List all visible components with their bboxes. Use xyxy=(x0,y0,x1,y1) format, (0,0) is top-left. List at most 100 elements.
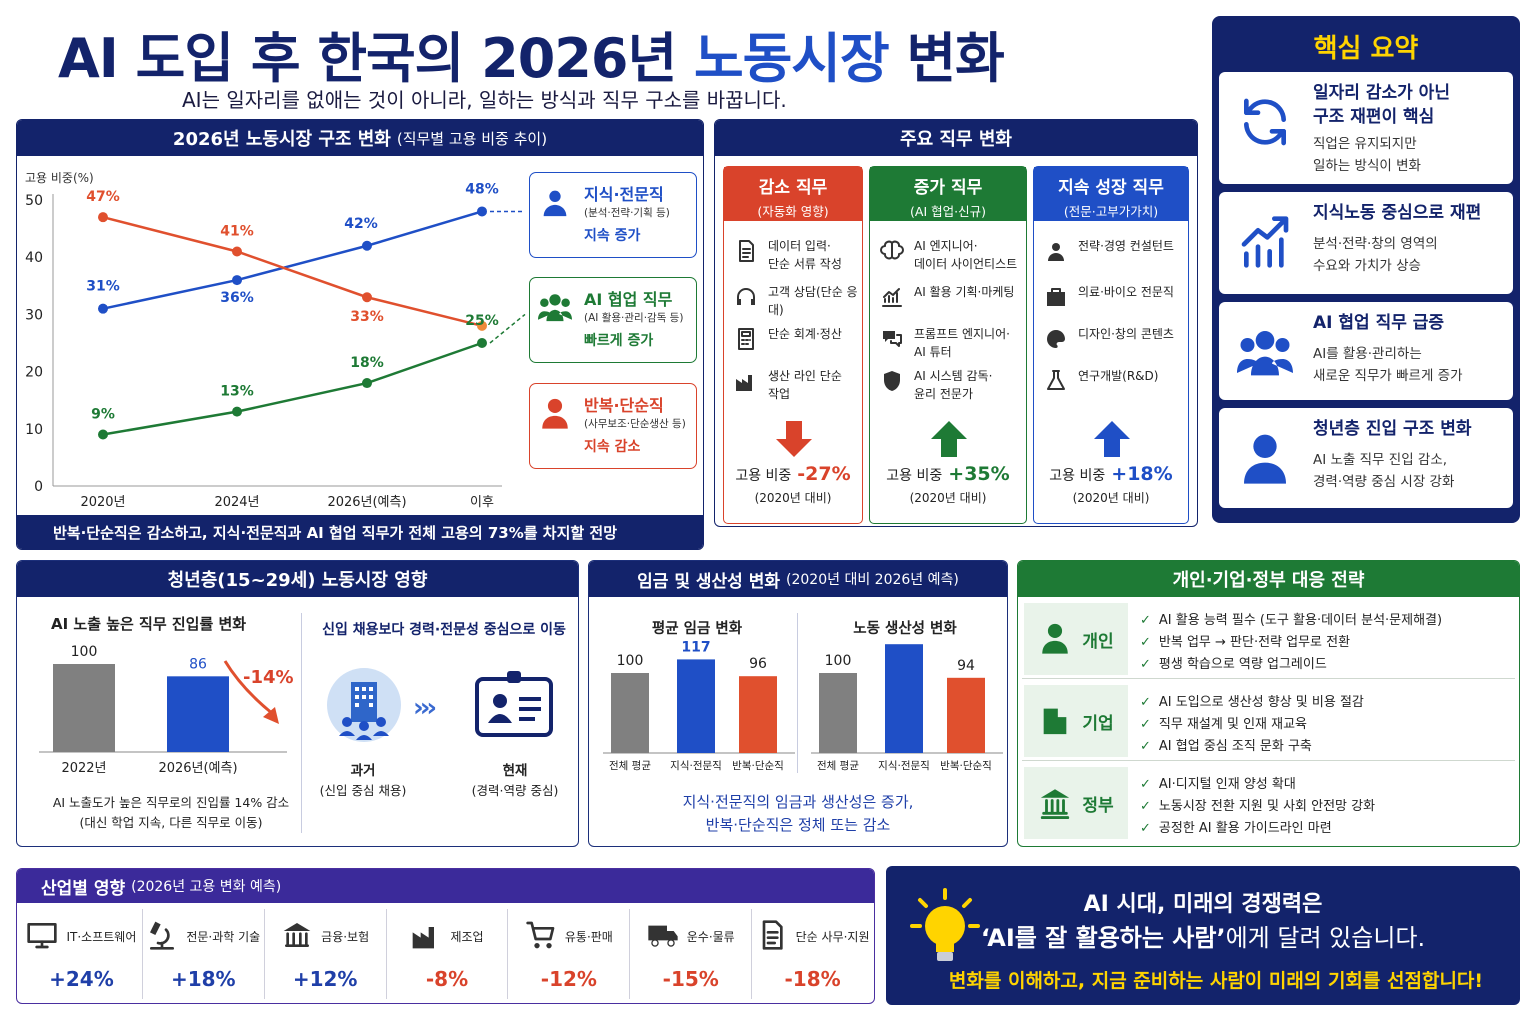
job-item-icon xyxy=(880,327,906,353)
strategy-item-text: 평생 학습으로 역량 업그레이드 xyxy=(1158,657,1327,672)
industry-item-head: 운수·물류 xyxy=(630,919,751,953)
summary-item-title: AI 협업 직무 급증 xyxy=(1313,313,1445,333)
strategy-icon xyxy=(1038,785,1074,821)
legend-box: 지식·전문직 (분석·전략·기획 등) 지속 증가 xyxy=(529,172,697,258)
industry-value: -12% xyxy=(540,967,597,991)
factory-icon xyxy=(413,927,435,949)
industry-header: 산업별 영향 (2026년 고용 변화 예측) xyxy=(17,869,874,903)
page-title: AI 도입 후 한국의 2026년 노동시장 변화 xyxy=(58,14,1178,90)
strategy-icon xyxy=(1038,621,1074,657)
job-item-icon xyxy=(734,239,760,265)
bar-value: 100 xyxy=(71,644,98,660)
bar xyxy=(739,676,777,753)
data-label: 13% xyxy=(220,384,254,400)
id-card-icon xyxy=(473,667,555,747)
data-point xyxy=(362,292,372,303)
arrows-icon: ››› xyxy=(413,693,437,723)
industry-value: -8% xyxy=(425,967,469,991)
industry-label: 유통·판매 xyxy=(564,929,613,944)
bar-label: 반복·단순직 xyxy=(732,760,784,771)
chart-icon xyxy=(882,288,902,307)
strategy-header: 개인·기업·정부 대응 전략 xyxy=(1018,561,1519,597)
industry-panel: 산업별 영향 (2026년 고용 변화 예측) IT·소프트웨어 +24% 전문·과… xyxy=(16,868,875,1004)
job-column-title: 감소 직무 xyxy=(758,178,828,198)
legend-trend: 빠르게 증가 xyxy=(584,333,654,349)
industry-label: 금융·보험 xyxy=(321,929,370,944)
strategy-item-text: 공정한 AI 활용 가이드라인 마련 xyxy=(1158,821,1332,836)
title-highlight: 노동시장 xyxy=(693,27,890,90)
job-item-icon xyxy=(734,369,760,395)
x-tick-label: 이후 xyxy=(470,495,494,510)
youth-bar-chart: 100 2022년 86 2026년(예측) -14% xyxy=(39,644,294,776)
industry-value: -18% xyxy=(784,967,841,991)
industry-label: IT·소프트웨어 xyxy=(66,929,137,944)
wage-header: 임금 및 생산성 변화 (2020년 대비 2026년 예측) xyxy=(589,561,1007,597)
job-column: 지속 성장 직무 (전문·고부가가치) 전략·경영 컨설턴트 의료·바이오 전문직 디자… xyxy=(1033,166,1189,524)
building-icon xyxy=(1044,708,1067,735)
job-item-label: AI 시스템 감독· 윤리 전문가 xyxy=(914,369,993,401)
bar-value: 96 xyxy=(749,656,767,672)
data-point xyxy=(477,206,487,217)
job-item-icon xyxy=(880,239,906,265)
wage-chart-title: 평균 임금 변화 xyxy=(651,621,743,637)
closing-line3: 변화를 이해하고, 지금 준비하는 사람이 미래의 기회를 선점합니다! xyxy=(948,970,1484,992)
summary-item-body: AI를 활용·관리하는 새로운 직무가 빠르게 증가 xyxy=(1313,346,1463,384)
bar-value: 117 xyxy=(681,641,710,655)
job-item-label: 단순 회계·정산 xyxy=(768,327,842,341)
industry-item: 운수·물류 -15% xyxy=(630,909,753,999)
data-label: 31% xyxy=(86,279,120,295)
palette-icon xyxy=(1046,330,1065,348)
check-icon: ✓ xyxy=(1140,821,1151,836)
job-item-label: 의료·바이오 전문직 xyxy=(1078,285,1174,299)
strategy-icon xyxy=(1038,703,1074,739)
bar-label: 지식·전문직 xyxy=(670,760,722,771)
bar-label: 전체 평균 xyxy=(609,760,651,771)
legend-icon xyxy=(538,396,574,432)
calculator-icon xyxy=(738,328,754,350)
arrow-up-icon xyxy=(1094,421,1130,457)
job-stat: 고용 비중 -27% xyxy=(724,463,862,485)
summary-card: 청년층 진입 구조 변화 AI 노출 직무 진입 감소, 경력·역량 중심 시장 … xyxy=(1219,408,1513,508)
check-icon: ✓ xyxy=(1140,799,1151,814)
summary-card: 지식노동 중심으로 재편 분석·전략·창의 영역의 수요와 가치가 상승 xyxy=(1219,192,1513,294)
truck-icon xyxy=(648,925,678,947)
legend-sub: (분석·전략·기획 등) xyxy=(584,207,670,219)
bar-value: 86 xyxy=(189,656,207,672)
legend-icon xyxy=(538,185,574,221)
youth-divider xyxy=(301,613,302,833)
job-stat-label: 고용 비중 xyxy=(1049,468,1106,484)
strategy-item: ✓ 반복 업무 → 판단·전략 업무로 전환 xyxy=(1140,631,1350,650)
summary-icon xyxy=(1237,214,1295,272)
job-item-label: AI 활용 기획·마케팅 xyxy=(914,285,1015,299)
industry-item: 제조업 -8% xyxy=(387,909,509,999)
job-column-title: 증가 직무 xyxy=(913,178,983,198)
industry-value: +18% xyxy=(170,967,236,991)
jobs-header: 주요 직무 변화 xyxy=(715,120,1197,156)
check-icon: ✓ xyxy=(1140,739,1151,754)
bar xyxy=(947,677,985,753)
job-item-icon xyxy=(1044,369,1070,395)
growth-icon xyxy=(1241,216,1289,268)
strategy-item: ✓ AI 활용 능력 필수 (도구 활용·데이터 분석·문제해결) xyxy=(1140,609,1442,628)
closing-line2: ‘AI를 잘 활용하는 사람’에게 달려 있습니다. xyxy=(886,918,1520,953)
series-line xyxy=(102,215,483,328)
check-icon: ✓ xyxy=(1140,657,1151,672)
job-stat-base: (2020년 대비) xyxy=(754,491,832,505)
summary-item-title: 일자리 감소가 아닌 구조 재편이 핵심 xyxy=(1313,83,1450,127)
job-column: 증가 직무 (AI 협업·신규) AI 엔지니어· 데이터 사이언티스트 AI 활용 … xyxy=(869,166,1027,524)
structure-footer: 반복·단순직은 감소하고, 지식·전문직과 AI 협업 직무가 전체 고용의 7… xyxy=(17,515,703,549)
summary-card: AI 협업 직무 급증 AI를 활용·관리하는 새로운 직무가 빠르게 증가 xyxy=(1219,302,1513,400)
wage-bar-chart: 100 전체 평균 117 지식·전문직 96 반복·단순직 xyxy=(603,641,795,771)
data-point xyxy=(232,406,242,417)
industry-label: 전문·과학 기술 xyxy=(186,929,261,944)
strategy-item: ✓ 직무 재설계 및 인재 재교육 xyxy=(1140,713,1307,732)
closing-panel: AI 시대, 미래의 경쟁력은 ‘AI를 잘 활용하는 사람’에게 달려 있습니… xyxy=(886,866,1520,1005)
check-icon: ✓ xyxy=(1140,613,1151,628)
bar-label: 반복·단순직 xyxy=(940,760,992,771)
data-label: 18% xyxy=(350,355,384,371)
y-tick-label: 10 xyxy=(25,422,43,438)
youth-note: AI 노출도가 높은 직무로의 진입률 14% 감소 (대신 학업 지속, 다른… xyxy=(52,795,290,830)
industry-item-head: 금융·보험 xyxy=(265,919,386,953)
legend-icon xyxy=(538,290,574,326)
y-tick-label: 50 xyxy=(25,193,43,209)
